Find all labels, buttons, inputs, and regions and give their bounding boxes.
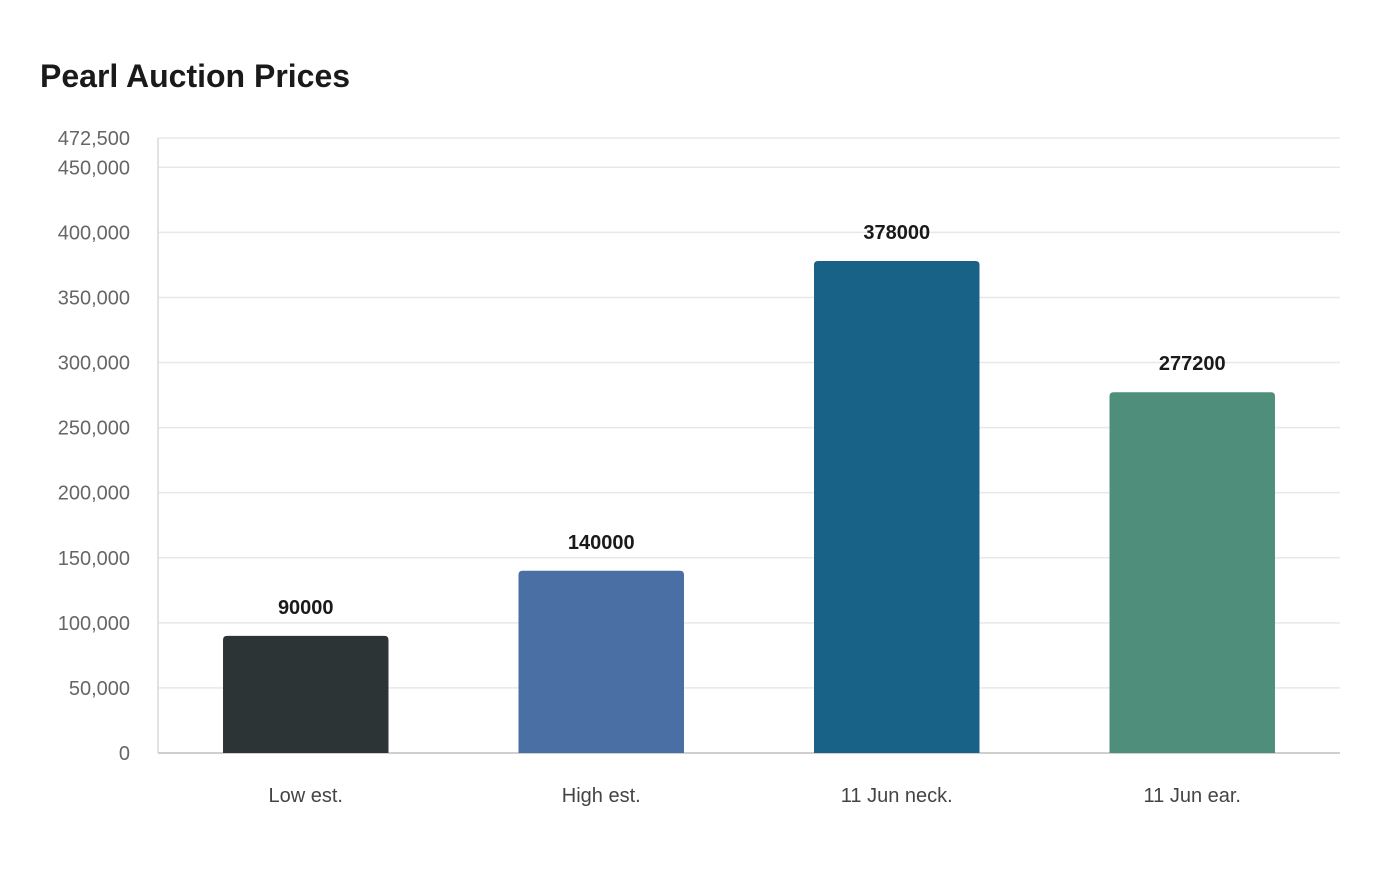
y-tick-label: 400,000 xyxy=(58,222,130,244)
x-tick-label: High est. xyxy=(562,785,641,807)
y-tick-label: 50,000 xyxy=(69,678,130,700)
bar-value-label: 277200 xyxy=(1159,353,1226,375)
bar-value-label: 140000 xyxy=(568,532,635,554)
labels: 90000 Low est. 140000 High est. 378000 11 Jun… xyxy=(269,222,1241,807)
y-tick-label: 350,000 xyxy=(58,287,130,309)
bar xyxy=(814,261,980,753)
chart-title: Pearl Auction Prices xyxy=(40,58,351,94)
axes: 0 50,000 100,000 150,000 200,000 250,000 300,0… xyxy=(58,128,1340,765)
y-tick-label: 0 xyxy=(119,743,130,765)
y-tick-label: 100,000 xyxy=(58,613,130,635)
y-tick-label: 300,000 xyxy=(58,353,130,375)
bar-value-label: 378000 xyxy=(863,222,930,244)
y-tick-label: 250,000 xyxy=(58,418,130,440)
y-tick-label: 200,000 xyxy=(58,483,130,505)
bar xyxy=(518,570,684,753)
y-tick-label: 472,500 xyxy=(58,128,130,150)
gridlines xyxy=(158,137,1340,689)
bar xyxy=(1109,392,1275,753)
bar-value-label: 90000 xyxy=(278,597,334,619)
bar xyxy=(223,635,389,753)
bars xyxy=(223,261,1275,753)
y-tick-label: 150,000 xyxy=(58,548,130,570)
y-tick-label: 450,000 xyxy=(58,157,130,179)
x-tick-label: 11 Jun neck. xyxy=(841,785,953,807)
x-tick-label: 11 Jun ear. xyxy=(1144,785,1241,807)
x-tick-label: Low est. xyxy=(269,785,343,807)
